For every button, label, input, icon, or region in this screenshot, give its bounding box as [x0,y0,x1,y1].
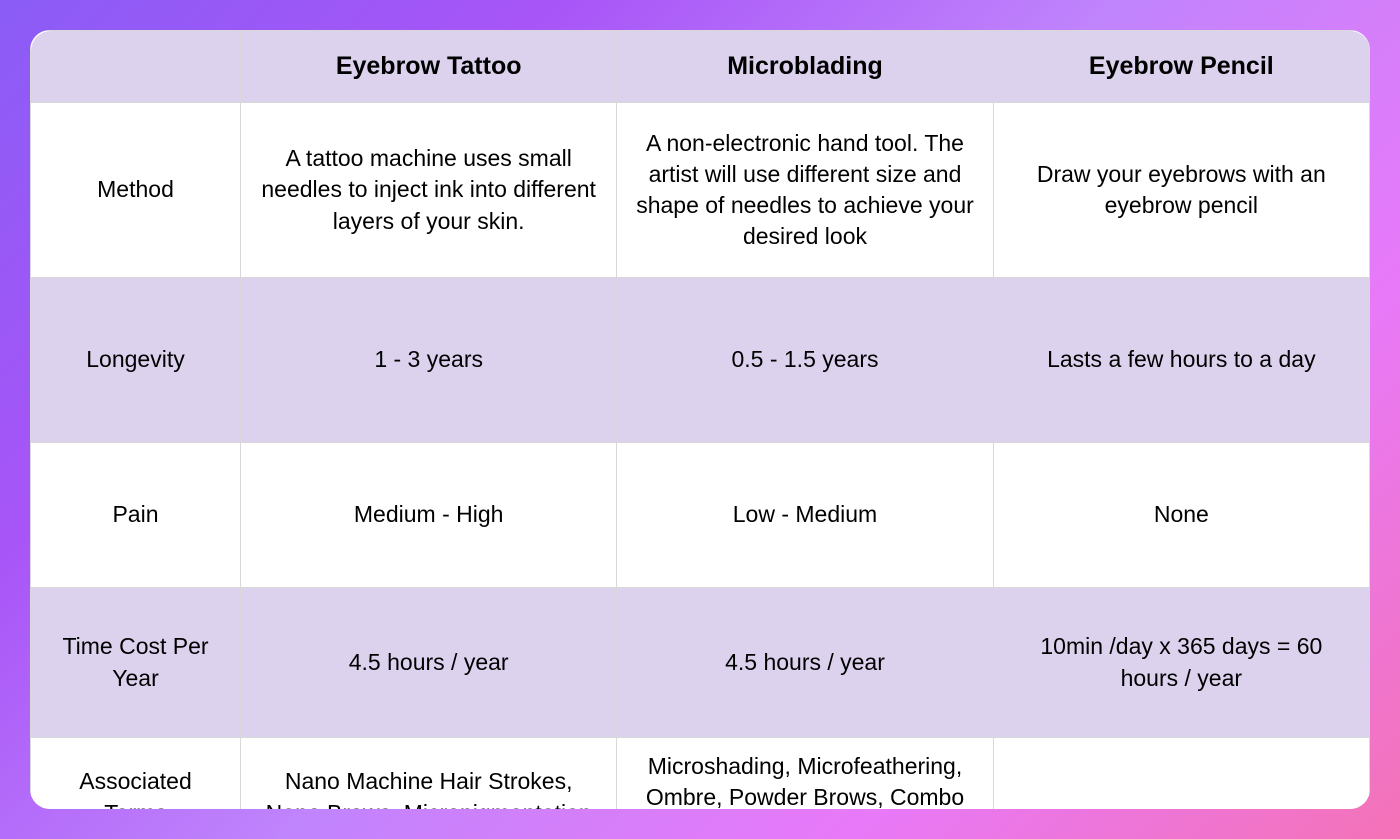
table-row-timecost: Time Cost Per Year 4.5 hours / year 4.5 … [31,588,1370,738]
cell-terms-tattoo: Nano Machine Hair Strokes, Nano Brows, M… [241,738,617,810]
table-row-terms: Associated Terms Nano Machine Hair Strok… [31,738,1370,810]
cell-longevity-tattoo: 1 - 3 years [241,278,617,443]
comparison-table: Eyebrow Tattoo Microblading Eyebrow Penc… [30,30,1370,809]
row-label-timecost: Time Cost Per Year [31,588,241,738]
header-eyebrow-pencil: Eyebrow Pencil [993,31,1369,103]
row-label-pain: Pain [31,443,241,588]
header-empty [31,31,241,103]
header-microblading: Microblading [617,31,993,103]
table-row-pain: Pain Medium - High Low - Medium None [31,443,1370,588]
comparison-table-container: Eyebrow Tattoo Microblading Eyebrow Penc… [30,30,1370,809]
cell-method-microblading: A non-electronic hand tool. The artist w… [617,103,993,278]
row-label-method: Method [31,103,241,278]
cell-longevity-microblading: 0.5 - 1.5 years [617,278,993,443]
cell-timecost-tattoo: 4.5 hours / year [241,588,617,738]
cell-terms-microblading: Microshading, Microfeathering, Ombre, Po… [617,738,993,810]
cell-pain-tattoo: Medium - High [241,443,617,588]
cell-method-pencil: Draw your eyebrows with an eyebrow penci… [993,103,1369,278]
cell-terms-pencil [993,738,1369,810]
cell-longevity-pencil: Lasts a few hours to a day [993,278,1369,443]
table-row-longevity: Longevity 1 - 3 years 0.5 - 1.5 years La… [31,278,1370,443]
table-header-row: Eyebrow Tattoo Microblading Eyebrow Penc… [31,31,1370,103]
cell-timecost-pencil: 10min /day x 365 days = 60 hours / year [993,588,1369,738]
cell-pain-pencil: None [993,443,1369,588]
table-row-method: Method A tattoo machine uses small needl… [31,103,1370,278]
cell-pain-microblading: Low - Medium [617,443,993,588]
header-eyebrow-tattoo: Eyebrow Tattoo [241,31,617,103]
cell-timecost-microblading: 4.5 hours / year [617,588,993,738]
row-label-longevity: Longevity [31,278,241,443]
cell-method-tattoo: A tattoo machine uses small needles to i… [241,103,617,278]
row-label-terms: Associated Terms [31,738,241,810]
